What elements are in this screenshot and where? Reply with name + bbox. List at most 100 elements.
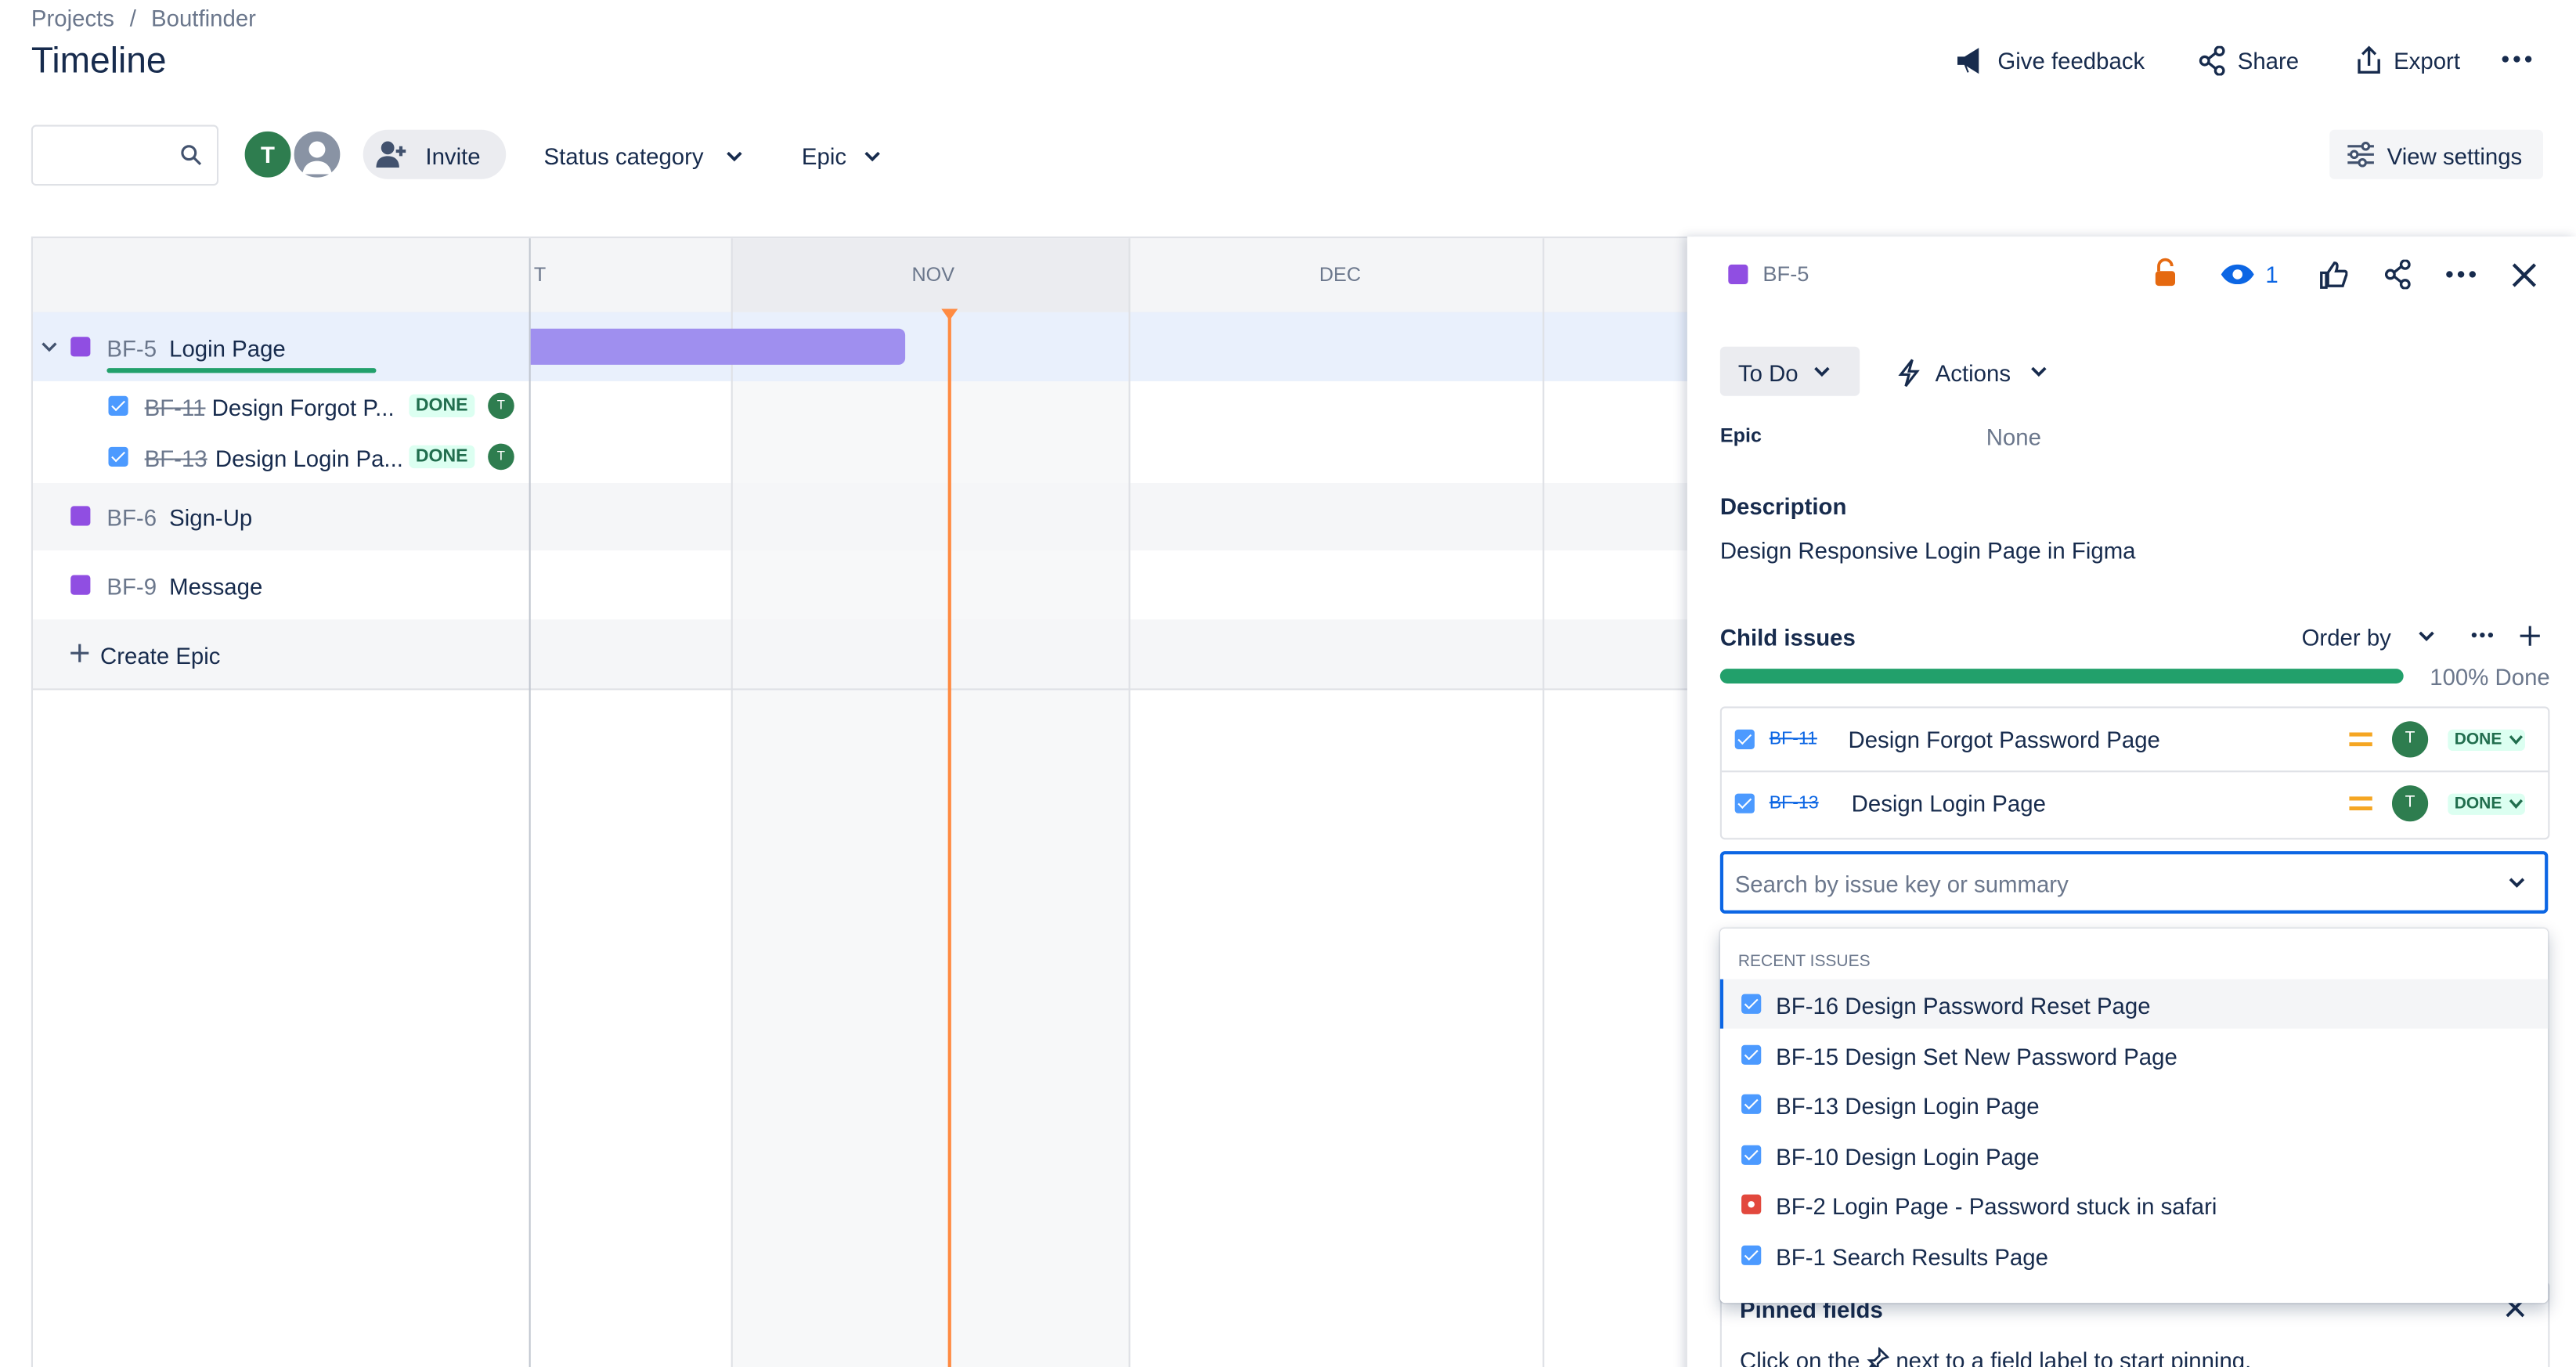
issue-key[interactable]: BF-11: [144, 394, 206, 421]
issue-title[interactable]: Design Login Page: [1851, 790, 2046, 817]
status-filter[interactable]: Status category: [543, 142, 704, 170]
issue-title[interactable]: Design Forgot Password Page: [1848, 726, 2160, 753]
issue-title[interactable]: Design Forgot P...: [211, 394, 395, 421]
section-label: Description: [1719, 492, 1847, 520]
issue-key[interactable]: BF-11: [1769, 729, 1817, 749]
avatar[interactable]: T: [241, 128, 294, 181]
current-month-header: [731, 238, 1131, 312]
chevron: [2419, 631, 2434, 642]
share-button[interactable]: Share: [2237, 47, 2300, 74]
actions-icon: [1898, 359, 1920, 388]
progress-label: 100% Done: [2430, 663, 2550, 691]
expand-chevron[interactable]: [41, 340, 57, 353]
row-divider: [1721, 770, 2549, 773]
actions-button[interactable]: Actions: [1935, 359, 2011, 387]
export-icon: [2358, 45, 2380, 74]
issue-key[interactable]: BF-13: [144, 445, 207, 472]
today-marker: [941, 308, 958, 321]
month-divider: [1542, 238, 1545, 1367]
current-month-column: [731, 312, 1131, 1367]
status-button[interactable]: [1719, 346, 1860, 396]
search-icon: [181, 145, 202, 165]
page-title: Timeline: [31, 39, 167, 81]
priority-icon: [2349, 732, 2372, 747]
search-placeholder: Search by issue key or summary: [1734, 871, 2069, 897]
progress-bar: [1719, 669, 2404, 684]
separator: /: [129, 5, 136, 31]
priority-icon: [2349, 796, 2372, 811]
more-button[interactable]: [2500, 52, 2533, 66]
recent-issue[interactable]: BF-13 Design Login Page: [1776, 1092, 2040, 1120]
create-epic-button[interactable]: Create Epic: [99, 642, 221, 669]
issue-title[interactable]: Design Login Pa...: [215, 445, 403, 472]
invite-label: Invite: [425, 142, 481, 170]
issue-key[interactable]: BF-5: [1762, 261, 1809, 287]
lock-icon[interactable]: [2154, 258, 2177, 287]
chevron: [1814, 366, 1830, 377]
recent-issue[interactable]: BF-10 Design Login Page: [1776, 1143, 2040, 1170]
more-button[interactable]: [2471, 631, 2494, 639]
status-label: To Do: [1737, 359, 1799, 387]
assignee-avatar: T: [2391, 721, 2429, 758]
epic-icon: [70, 506, 91, 526]
breadcrumb[interactable]: Projects: [31, 5, 114, 31]
month-label: DEC: [1319, 262, 1362, 287]
share-icon: [2199, 45, 2225, 76]
issue-title[interactable]: Login Page: [169, 335, 286, 362]
search-input[interactable]: [31, 124, 219, 186]
issue-key[interactable]: BF-6: [106, 504, 157, 531]
more-button[interactable]: [2444, 268, 2477, 281]
column-divider: [529, 238, 531, 1367]
close-button[interactable]: [2512, 263, 2537, 287]
breadcrumb[interactable]: Boutfinder: [151, 5, 256, 31]
watch-icon[interactable]: [2220, 263, 2256, 286]
issue-key[interactable]: BF-5: [106, 335, 157, 362]
issue-key[interactable]: BF-9: [106, 573, 157, 600]
recent-issue[interactable]: BF-1 Search Results Page: [1776, 1243, 2048, 1271]
epic-progress: [106, 368, 377, 373]
section-label: Child issues: [1719, 624, 1856, 651]
view-settings-label: View settings: [2387, 142, 2523, 170]
month-divider: [1128, 238, 1131, 1367]
add-child-button[interactable]: [2519, 624, 2542, 647]
recent-issue[interactable]: BF-2 Login Page - Password stuck in safa…: [1776, 1192, 2217, 1220]
status-lozenge: DONE: [409, 394, 474, 418]
row[interactable]: [32, 619, 1689, 689]
task-icon: [108, 446, 128, 467]
recent-issue[interactable]: BF-16 Design Password Reset Page: [1776, 992, 2151, 1019]
issue-search-input[interactable]: [1719, 851, 2549, 914]
issue-title[interactable]: Sign-Up: [169, 504, 253, 531]
description[interactable]: Design Responsive Login Page in Figma: [1719, 537, 2136, 564]
status-lozenge[interactable]: DONE: [2448, 729, 2525, 752]
dropdown-heading: RECENT ISSUES: [1737, 953, 1871, 972]
pinned-hint: next to a field label to start pinning.: [1896, 1347, 2252, 1367]
pin-icon: [1867, 1347, 1889, 1367]
avatar-unassigned[interactable]: [290, 128, 344, 181]
order-by-button[interactable]: Order by: [2301, 624, 2391, 651]
share-button[interactable]: [2383, 259, 2413, 290]
status-lozenge[interactable]: DONE: [2448, 793, 2525, 815]
invite-button[interactable]: [363, 129, 507, 179]
row[interactable]: [32, 482, 1689, 551]
task-icon: [108, 395, 128, 416]
epic-bar[interactable]: [530, 328, 906, 365]
issue-title[interactable]: Message: [169, 573, 263, 600]
month-label: T: [533, 262, 547, 287]
bug-icon: [1741, 1194, 1762, 1214]
task-icon: [1734, 793, 1755, 813]
epic-icon: [1728, 264, 1748, 285]
like-button[interactable]: [2320, 261, 2348, 290]
epic-filter[interactable]: Epic: [801, 142, 847, 170]
field-value[interactable]: None: [1986, 424, 2041, 451]
recent-issue[interactable]: BF-15 Design Set New Password Page: [1776, 1043, 2177, 1070]
export-button[interactable]: Export: [2394, 47, 2460, 74]
field-label: Epic: [1719, 424, 1762, 447]
task-icon: [1741, 1145, 1762, 1165]
give-feedback-button[interactable]: Give feedback: [1997, 47, 2145, 74]
issue-key[interactable]: BF-13: [1769, 793, 1819, 813]
assignee-avatar: T: [488, 392, 514, 420]
month-divider: [731, 238, 733, 1367]
